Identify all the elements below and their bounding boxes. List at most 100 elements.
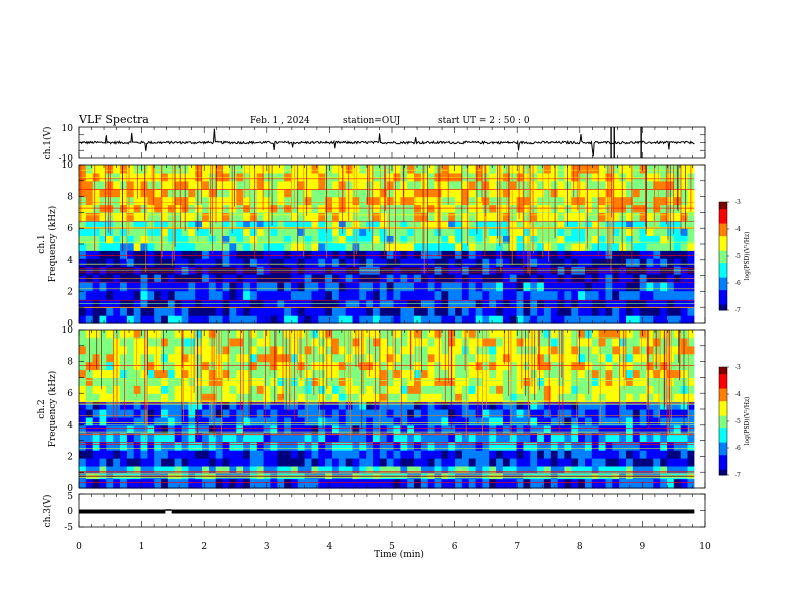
spectrogram-cell: [550, 441, 559, 451]
spectrogram-cell: [489, 235, 497, 244]
spectrogram-cell: [161, 369, 169, 378]
spectrogram-cell: [667, 478, 675, 489]
spectrogram-cell: [161, 172, 169, 182]
spectrogram-cell: [537, 212, 545, 221]
spectrogram-cell: [571, 281, 579, 292]
spectrogram-cell: [167, 432, 176, 442]
spectrogram-cell: [550, 401, 559, 410]
spectrogram-cell: [181, 337, 189, 347]
spectrogram-cell: [461, 377, 470, 386]
spectrogram-cell: [202, 450, 210, 459]
spectrogram-cell: [113, 250, 121, 259]
ch1-ytick-top: 10: [62, 124, 74, 134]
spectrogram-cell: [612, 369, 620, 378]
spectrogram-cell: [523, 465, 531, 473]
spectrogram-cell: [407, 441, 415, 451]
spectrogram-cell: [161, 307, 169, 316]
spectrogram-cell: [687, 220, 695, 229]
spectrogram-cell: [373, 369, 381, 378]
spectrogram-cell: [673, 401, 682, 410]
colorbar-segment: [719, 381, 727, 384]
spectrogram-cell: [639, 401, 648, 410]
spectrogram-cell: [530, 235, 538, 244]
spectrogram-cell: [667, 465, 675, 473]
spectrogram-cell: [277, 458, 285, 467]
spectrogram-cell: [284, 227, 292, 236]
spectrogram-cell: [571, 409, 579, 418]
spectrogram-cell: [646, 424, 654, 434]
spectrogram-cell: [188, 330, 196, 339]
spectrogram-cell: [270, 242, 278, 251]
spectrogram-cell: [667, 385, 675, 394]
spectrogram-cell: [687, 242, 695, 251]
spectrogram-cell: [632, 172, 641, 182]
spectrogram-cell: [352, 369, 360, 378]
spectrogram-cell: [297, 401, 306, 410]
spectrogram-cell: [557, 478, 565, 489]
colorbar-segment: [719, 250, 727, 253]
spectrogram-cell: [99, 369, 107, 378]
spectrogram-cell: [680, 220, 689, 229]
time-tick-label: 0: [76, 542, 82, 552]
spectrogram-cell: [386, 393, 395, 402]
spectrogram-cell: [585, 450, 593, 459]
spectrogram-cell: [591, 172, 600, 182]
spectrogram-cell: [126, 172, 135, 182]
spectrogram-cell: [680, 242, 689, 251]
spectrogram-cell: [359, 250, 367, 259]
spectrogram-cell: [304, 220, 312, 229]
spectrogram-cell: [653, 369, 661, 378]
spectrogram-cell: [523, 204, 531, 213]
spectrogram-cell: [496, 478, 504, 489]
ch1-waveform-ylabel: ch.1(V): [42, 127, 53, 160]
colorbar-segment: [719, 261, 727, 264]
spectrogram-cell: [229, 196, 237, 206]
spectrogram-cell: [557, 281, 565, 292]
spectrogram-cell: [687, 393, 695, 402]
spectrogram-cell: [434, 180, 442, 190]
spectrogram-cell: [626, 345, 634, 355]
spectrogram-cell: [304, 393, 312, 402]
spectrogram-cell: [373, 458, 381, 467]
spectrogram-cell: [120, 478, 128, 489]
spectrogram-cell: [667, 250, 675, 259]
spectrogram-cell: [243, 212, 251, 221]
spectrogram-cell: [441, 409, 449, 418]
spectrogram-cell: [113, 165, 121, 174]
spectrogram-cell: [461, 416, 470, 426]
spectrogram-cell: [591, 180, 600, 190]
spectrogram-cell: [92, 250, 101, 259]
frequency-tick-label: 0: [67, 319, 73, 329]
spectrogram-cell: [373, 307, 381, 316]
spectrogram-cell: [420, 478, 429, 489]
spectrogram-cell: [653, 220, 661, 229]
spectrogram-cell: [174, 409, 183, 418]
spectrogram-cell: [414, 172, 422, 182]
spectrogram-cell: [318, 220, 326, 229]
spectrogram-cell: [523, 220, 531, 229]
spectrogram-cell: [557, 165, 565, 174]
spectrogram-cell: [550, 212, 559, 221]
spectrogram-cell: [345, 307, 354, 316]
spectrogram-cell: [92, 377, 101, 386]
spectrogram-cell: [181, 315, 189, 324]
spectrogram-cell: [297, 458, 306, 467]
spectrogram-cell: [455, 409, 463, 418]
spectrogram-cell: [263, 353, 271, 363]
time-tick-label: 3: [264, 542, 270, 552]
spectrogram-cell: [236, 409, 244, 418]
spectrogram-cell: [612, 441, 620, 451]
spectrogram-cell: [188, 416, 196, 426]
spectrogram-cell: [229, 315, 237, 324]
spectrogram-cell: [243, 450, 251, 459]
spectrogram-cell: [386, 250, 395, 259]
spectrogram-cell: [626, 377, 634, 386]
spectrogram-cell: [325, 441, 333, 451]
spectrogram-cell: [537, 478, 545, 489]
spectrogram-cell: [263, 196, 271, 206]
spectrogram-cell: [92, 290, 101, 300]
spectrogram-cell: [639, 450, 648, 459]
spectrogram-cell: [147, 196, 155, 206]
spectrogram-cell: [489, 353, 497, 363]
spectrogram-cell: [632, 353, 641, 363]
